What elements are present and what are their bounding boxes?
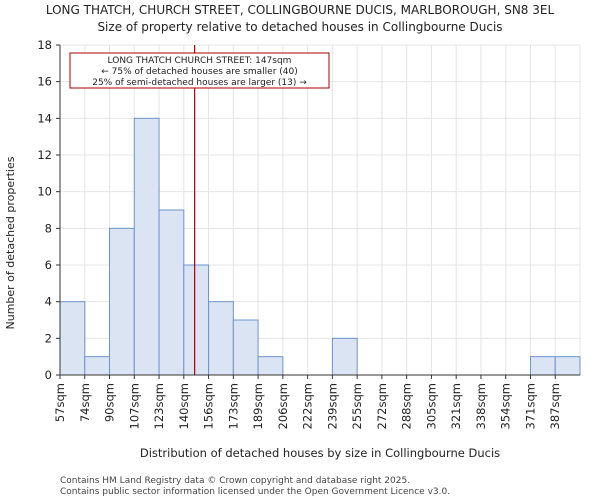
y-tick-label-18: 18 [37, 38, 52, 52]
bar-387sqm [554, 356, 581, 376]
x-tick-label-387sqm: 387sqm [548, 383, 562, 429]
bar-156sqm [208, 301, 234, 376]
bar-239sqm [331, 337, 358, 376]
y-tick-label-2: 2 [45, 331, 52, 345]
axes-layer [59, 45, 580, 376]
bar-189sqm [257, 356, 284, 376]
annotation-box: LONG THATCH CHURCH STREET: 147sqm ← 75% … [69, 52, 330, 89]
chart-subtitle: Size of property relative to detached ho… [97, 20, 502, 34]
x-tick-label-156sqm: 156sqm [202, 383, 216, 429]
chart-title: LONG THATCH, CHURCH STREET, COLLINGBOURN… [46, 3, 555, 17]
x-tick-label-272sqm: 272sqm [375, 383, 389, 429]
x-tick-label-173sqm: 173sqm [226, 383, 240, 429]
annotation-box-frame [69, 52, 330, 89]
x-axis-label: Distribution of detached houses by size … [140, 446, 500, 460]
y-tick-label-16: 16 [37, 75, 52, 89]
y-axis-label: Number of detached properties [4, 156, 17, 329]
annotation-line-1: LONG THATCH CHURCH STREET: 147sqm [108, 56, 292, 66]
footer-line-1: Contains HM Land Registry data © Crown c… [60, 476, 410, 486]
y-tick-label-8: 8 [45, 221, 52, 235]
x-tick-label-255sqm: 255sqm [350, 383, 364, 429]
y-tick-label-14: 14 [37, 111, 52, 125]
x-tick-label-288sqm: 288sqm [400, 383, 414, 429]
x-tick-label-371sqm: 371sqm [523, 383, 537, 429]
x-tick-label-338sqm: 338sqm [474, 383, 488, 429]
bar-107sqm [133, 117, 160, 376]
bar-140sqm [183, 264, 210, 376]
x-tick-label-57sqm: 57sqm [53, 383, 67, 422]
bar-90sqm [109, 227, 135, 376]
x-tick-label-90sqm: 90sqm [103, 383, 117, 422]
y-tick-label-12: 12 [37, 148, 52, 162]
x-tick-label-354sqm: 354sqm [499, 383, 513, 429]
x-tick-label-107sqm: 107sqm [127, 383, 141, 429]
x-tick-label-239sqm: 239sqm [325, 383, 339, 429]
x-tick-label-305sqm: 305sqm [424, 383, 438, 429]
annotation-line-2: ← 75% of detached houses are smaller (40… [101, 67, 298, 77]
y-ticks: 0 2 4 6 8 10 12 14 16 18 [37, 38, 60, 382]
x-tick-label-222sqm: 222sqm [301, 383, 315, 429]
x-tick-label-321sqm: 321sqm [449, 383, 463, 429]
x-tick-label-140sqm: 140sqm [177, 383, 191, 429]
bar-173sqm [232, 319, 259, 376]
bar-57sqm [59, 301, 86, 376]
y-tick-label-6: 6 [45, 258, 52, 272]
x-tick-label-74sqm: 74sqm [78, 383, 92, 422]
y-tick-label-0: 0 [45, 368, 52, 382]
x-tick-label-206sqm: 206sqm [276, 383, 290, 429]
annotation-line-3: 25% of semi-detached houses are larger (… [92, 78, 307, 88]
y-tick-label-4: 4 [45, 295, 52, 309]
bar-371sqm [529, 356, 556, 376]
footer-line-2: Contains public sector information licen… [60, 487, 450, 497]
bars-layer [59, 117, 581, 376]
bar-74sqm [84, 356, 111, 376]
x-tick-label-123sqm: 123sqm [152, 383, 166, 429]
x-tick-label-189sqm: 189sqm [251, 383, 265, 429]
bar-123sqm [158, 209, 185, 376]
y-tick-label-10: 10 [37, 185, 52, 199]
x-ticks: 57sqm 74sqm 90sqm 107sqm 123sqm 140sqm 156sqm 1… [53, 375, 562, 429]
